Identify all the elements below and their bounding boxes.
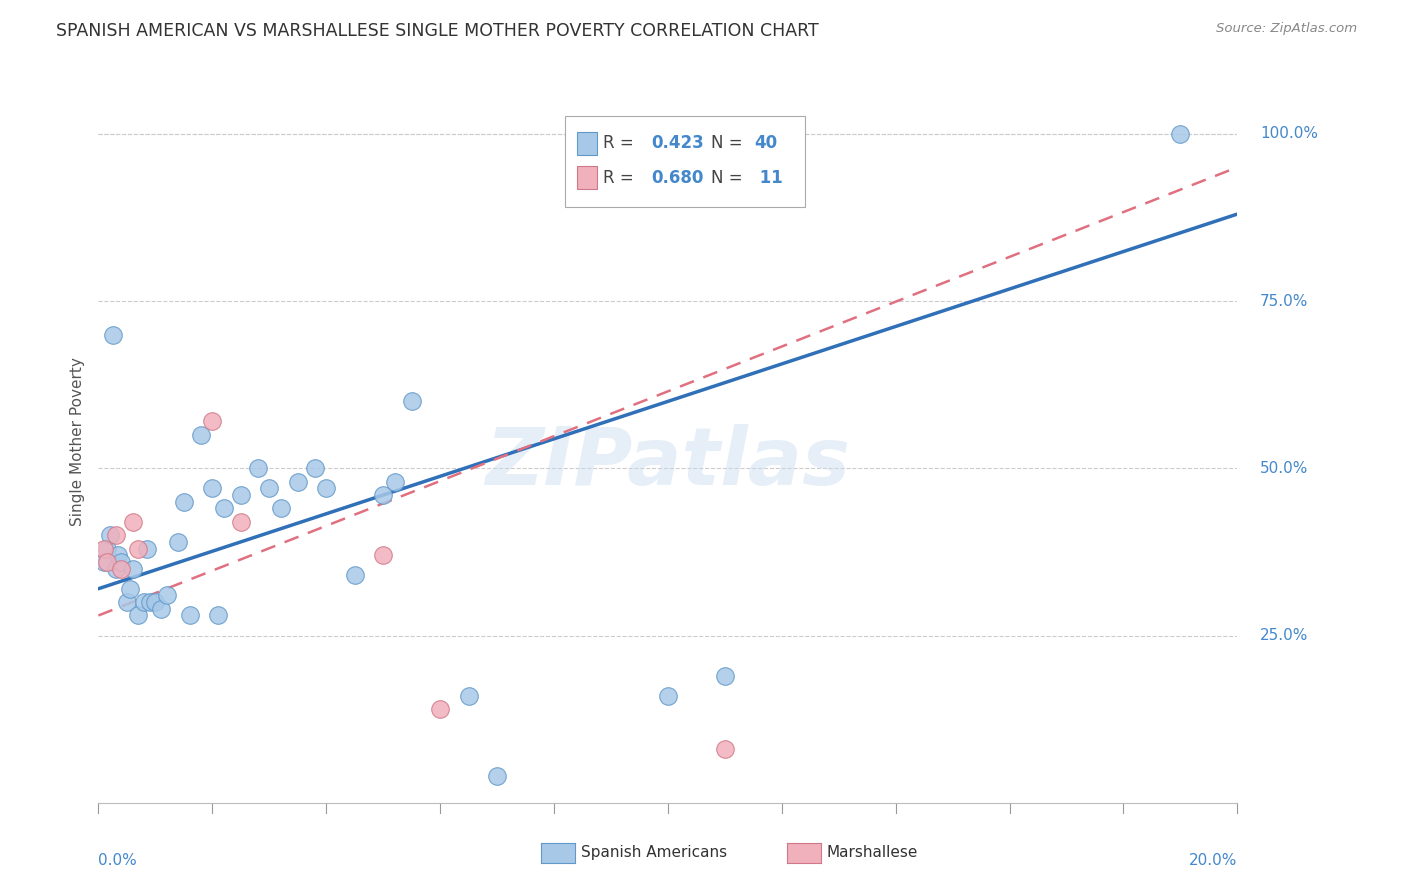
Text: SPANISH AMERICAN VS MARSHALLESE SINGLE MOTHER POVERTY CORRELATION CHART: SPANISH AMERICAN VS MARSHALLESE SINGLE M… <box>56 22 818 40</box>
Point <box>118 582 141 596</box>
Point <box>132 595 155 609</box>
Point <box>96 541 118 556</box>
Point <box>371 488 394 502</box>
Y-axis label: Single Mother Poverty: Single Mother Poverty <box>69 357 84 526</box>
Text: 0.423: 0.423 <box>651 134 703 153</box>
Text: 25.0%: 25.0% <box>1260 628 1309 643</box>
Point <box>429 702 451 716</box>
Point <box>145 595 167 609</box>
Point <box>121 515 143 529</box>
Point <box>110 555 132 569</box>
Point <box>229 488 252 502</box>
Text: ZIPatlas: ZIPatlas <box>485 425 851 502</box>
Point <box>127 541 149 556</box>
Point <box>96 555 118 569</box>
Point <box>259 482 281 496</box>
Point <box>173 494 195 508</box>
Point <box>371 548 394 563</box>
Point <box>115 595 138 609</box>
Point <box>121 562 143 576</box>
Text: 100.0%: 100.0% <box>1260 127 1317 141</box>
Point <box>167 534 190 549</box>
Text: Marshallese: Marshallese <box>827 846 918 860</box>
Point <box>270 501 292 516</box>
FancyBboxPatch shape <box>576 166 598 189</box>
Point <box>1170 127 1192 141</box>
Point <box>179 608 201 623</box>
Point <box>107 548 129 563</box>
Text: N =: N = <box>711 134 748 153</box>
Point <box>150 602 173 616</box>
Point <box>127 608 149 623</box>
Point <box>714 742 737 756</box>
Point <box>98 528 121 542</box>
Point <box>287 475 309 489</box>
Point <box>101 327 124 342</box>
Point <box>315 482 337 496</box>
Text: 0.0%: 0.0% <box>98 854 138 869</box>
FancyBboxPatch shape <box>565 117 804 207</box>
Point <box>657 689 679 703</box>
Text: 20.0%: 20.0% <box>1189 854 1237 869</box>
Point <box>384 475 406 489</box>
Text: R =: R = <box>603 134 638 153</box>
Point <box>212 501 235 516</box>
Point <box>138 595 160 609</box>
Text: Spanish Americans: Spanish Americans <box>581 846 727 860</box>
Point <box>201 482 224 496</box>
Point <box>156 589 179 603</box>
Text: R =: R = <box>603 169 638 186</box>
Point <box>135 541 157 556</box>
Point <box>229 515 252 529</box>
Point <box>304 461 326 475</box>
Point <box>343 568 366 582</box>
Text: 11: 11 <box>755 169 783 186</box>
Point <box>457 689 479 703</box>
Text: Source: ZipAtlas.com: Source: ZipAtlas.com <box>1216 22 1357 36</box>
Text: N =: N = <box>711 169 748 186</box>
Text: 0.680: 0.680 <box>651 169 703 186</box>
Point <box>201 414 224 428</box>
Point <box>190 427 212 442</box>
FancyBboxPatch shape <box>576 132 598 154</box>
Point <box>714 669 737 683</box>
Text: 50.0%: 50.0% <box>1260 461 1309 475</box>
Point <box>207 608 229 623</box>
Point <box>246 461 269 475</box>
Point <box>110 562 132 576</box>
Point <box>104 562 127 576</box>
Text: 75.0%: 75.0% <box>1260 293 1309 309</box>
Point <box>93 555 115 569</box>
Point <box>486 769 509 783</box>
Point <box>104 528 127 542</box>
Point <box>401 394 423 409</box>
Point <box>93 541 115 556</box>
Text: 40: 40 <box>755 134 778 153</box>
